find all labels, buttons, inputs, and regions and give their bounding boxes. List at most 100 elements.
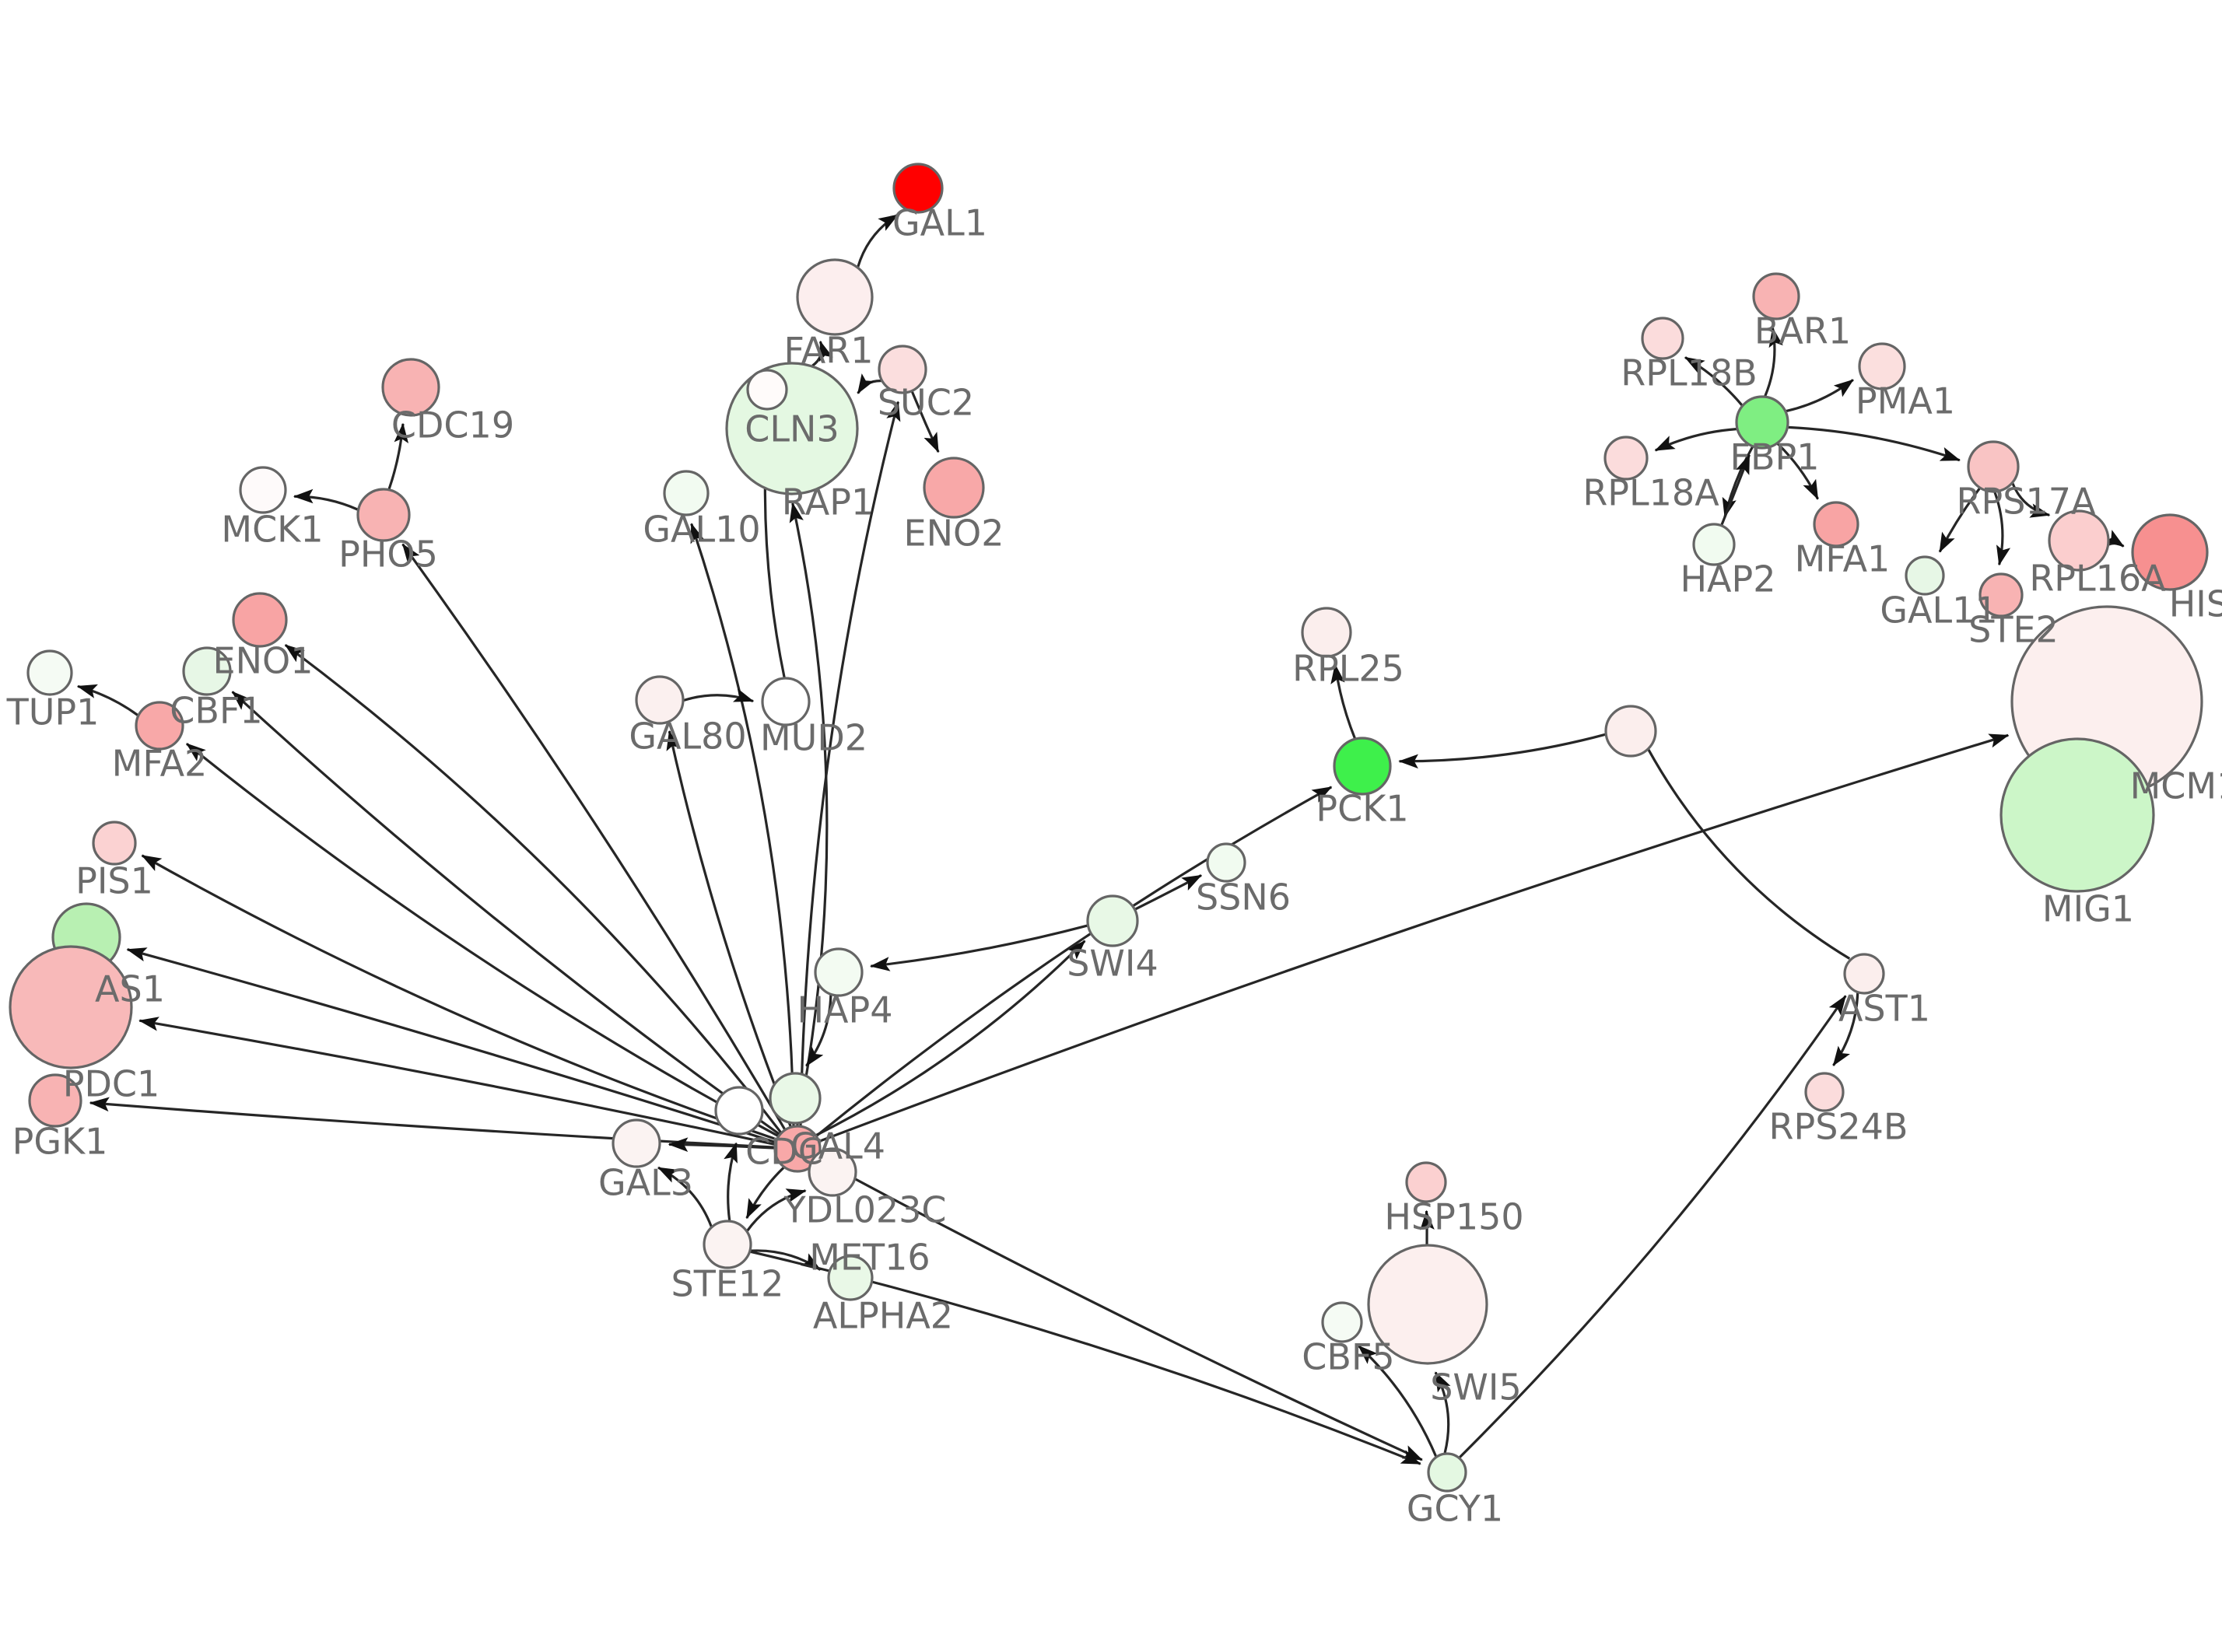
node-cbf5[interactable] <box>1321 1301 1363 1343</box>
node-label-ste12: STE12 <box>671 1263 784 1305</box>
node-rpl25[interactable] <box>1301 607 1352 658</box>
node-mfa2[interactable] <box>135 701 184 751</box>
node-alpha2[interactable] <box>827 1255 874 1301</box>
edge-gal4-to-cln3 <box>789 502 829 1126</box>
node-bar1[interactable] <box>1752 272 1800 320</box>
edge-swi4-to-ssn6 <box>1134 874 1203 911</box>
node-gal3[interactable] <box>612 1118 661 1168</box>
node-swi4[interactable] <box>1086 894 1139 947</box>
node-hap4[interactable] <box>814 947 864 997</box>
node-label-mud2: MUD2 <box>760 717 867 759</box>
edge-swi4-to-hap4 <box>870 924 1088 971</box>
edge-gal4-to-pis1 <box>141 854 777 1141</box>
node-rps17a[interactable] <box>1967 440 2020 493</box>
node-fbp1[interactable] <box>1735 395 1789 450</box>
node-label-gal10: GAL10 <box>643 509 760 551</box>
node-mig1[interactable] <box>1999 737 2155 893</box>
edge-gal4-to-mfa2 <box>185 742 779 1137</box>
edge-fbp1-to-pma1 <box>1786 379 1854 413</box>
node-cdc[interactable] <box>714 1086 764 1136</box>
node-cdc19[interactable] <box>381 358 440 417</box>
node-pgk1[interactable] <box>28 1073 82 1128</box>
node-label-gal1: GAL1 <box>892 202 987 244</box>
node-mck1[interactable] <box>239 466 287 514</box>
node-label-hsp150: HSP150 <box>1384 1196 1523 1238</box>
edge-fbp1-to-rps17a <box>1788 425 1961 462</box>
edge-gcy1-to-ast1 <box>1458 995 1847 1458</box>
node-label-ydl023c: YDL023C <box>783 1189 946 1231</box>
node-label-cbf5: CBF5 <box>1302 1336 1394 1378</box>
nodes-layer <box>9 163 2209 1493</box>
node-rap1[interactable] <box>746 369 788 411</box>
node-label-rps17a: RPS17A <box>1957 481 2096 523</box>
node-pck1[interactable] <box>1333 737 1392 796</box>
edge-ast1-to-rps24b <box>1832 992 1859 1066</box>
node-ste12[interactable] <box>703 1220 752 1269</box>
node-label-rps24b: RPS24B <box>1769 1106 1908 1148</box>
node-label-tup1: TUP1 <box>6 691 100 733</box>
node-label-gcy1: GCY1 <box>1407 1488 1503 1530</box>
node-label-mig1: MIG1 <box>2042 888 2134 930</box>
node-gal4x[interactable] <box>769 1072 822 1125</box>
node-label-alpha2: ALPHA2 <box>813 1295 953 1337</box>
node-label-ssn6: SSN6 <box>1196 877 1291 919</box>
node-gal11[interactable] <box>1905 555 1945 596</box>
node-gal1[interactable] <box>892 163 944 214</box>
edge-gal4-to-gal80 <box>666 730 792 1127</box>
edge-rps17a-to-rpl16a <box>2011 482 2051 518</box>
edge-fbp1-to-mfa1 <box>1776 443 1819 500</box>
node-label-rpl16a: RPL16A <box>2029 558 2166 600</box>
node-label-pho5: PHO5 <box>338 534 438 576</box>
node-pho5[interactable] <box>356 488 411 542</box>
node-rpl18b[interactable] <box>1641 317 1684 360</box>
edge-gal4-to-gal3 <box>668 1137 775 1152</box>
node-gcy1[interactable] <box>1427 1452 1467 1493</box>
node-label-eno1: ENO1 <box>213 640 314 682</box>
edge-ste12-to-cdc <box>724 1142 738 1221</box>
node-gal10[interactable] <box>663 470 710 516</box>
node-eno1[interactable] <box>232 592 288 648</box>
node-ste2[interactable] <box>1978 572 2024 618</box>
node-hsp150[interactable] <box>1405 1161 1447 1203</box>
node-gal80[interactable] <box>635 675 685 725</box>
edge-gal4-to-as1 <box>126 947 776 1143</box>
node-label-met16: MET16 <box>809 1237 930 1279</box>
edge-hap2-to-fbp1 <box>1720 453 1751 526</box>
node-label-as1: AS1 <box>95 968 165 1010</box>
node-label-pis1: PIS1 <box>75 860 153 902</box>
node-mfa1[interactable] <box>1813 501 1859 548</box>
node-label-eno2: ENO2 <box>904 513 1004 555</box>
edge-gcy1-to-cbf5 <box>1358 1345 1438 1458</box>
node-cbf1[interactable] <box>182 646 232 696</box>
node-label-swi5: SWI5 <box>1430 1367 1522 1409</box>
node-label-gal80: GAL80 <box>629 716 746 758</box>
edge-gal4-to-ste12 <box>745 1167 785 1220</box>
edge-rpl16a-to-his4 <box>2104 530 2125 548</box>
node-rpl16a[interactable] <box>2048 509 2110 572</box>
node-ast1x[interactable] <box>1604 705 1657 758</box>
edge-hap4-to-gal4x <box>805 995 832 1067</box>
node-eno2[interactable] <box>923 457 985 519</box>
node-hap2[interactable] <box>1692 523 1736 566</box>
node-label-gal4: GAL4 <box>790 1125 885 1167</box>
node-his4[interactable] <box>2131 513 2209 591</box>
node-label-his4: HIS4 <box>2169 583 2222 625</box>
node-far1[interactable] <box>796 258 874 336</box>
node-pma1[interactable] <box>1858 342 1906 390</box>
node-ast1[interactable] <box>1843 953 1885 995</box>
node-ssn6[interactable] <box>1206 842 1246 883</box>
node-pdc1[interactable] <box>9 945 133 1069</box>
node-rps24b[interactable] <box>1804 1072 1845 1112</box>
node-rpl18a[interactable] <box>1603 436 1649 481</box>
edge-fbp1-to-bar1 <box>1764 327 1783 397</box>
node-tup1[interactable] <box>26 649 73 696</box>
labels-layer: GAL1 FAR1 CLN3 RAP1 SUC2 ENO2 GAL10 GAL80 MUD2 CD… <box>6 202 2222 1530</box>
node-label-swi4: SWI4 <box>1067 943 1158 985</box>
node-ydl023c[interactable] <box>808 1147 857 1197</box>
node-swi5[interactable] <box>1367 1244 1488 1365</box>
node-suc2[interactable] <box>878 345 927 394</box>
node-pis1[interactable] <box>92 821 137 866</box>
node-mud2[interactable] <box>761 677 811 726</box>
node-gal4[interactable] <box>773 1125 822 1173</box>
